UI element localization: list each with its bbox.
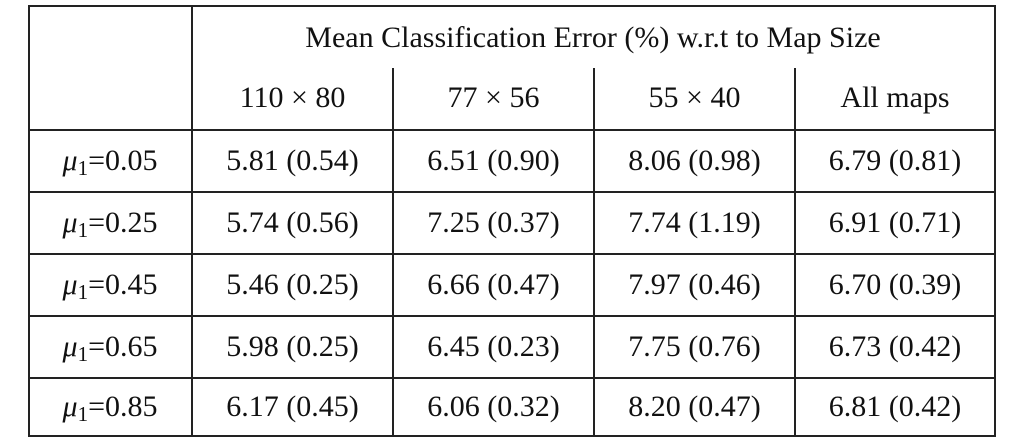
row-label: μ1=0.65 (62, 330, 158, 366)
table-cell: 8.20 (0.47) (628, 390, 760, 423)
row-label: μ1=0.85 (62, 390, 158, 426)
row-label: μ1=0.25 (62, 206, 158, 242)
table-cell: 6.45 (0.23) (427, 330, 559, 363)
table-cell: 6.70 (0.39) (829, 268, 961, 301)
row-symbol: μ (62, 206, 78, 239)
column-header: 110 × 80 (240, 81, 346, 114)
column-header: 77 × 56 (448, 81, 540, 114)
table-cell: 6.79 (0.81) (829, 144, 961, 177)
row-symbol: μ (62, 144, 78, 177)
table-cell: 5.74 (0.56) (226, 206, 358, 239)
row-param: =0.25 (88, 206, 157, 239)
row-param: =0.05 (88, 144, 157, 177)
table-cell: 7.74 (1.19) (628, 206, 760, 239)
row-symbol: μ (62, 268, 78, 301)
row-param: =0.65 (88, 330, 157, 363)
table-cell: 8.06 (0.98) (628, 144, 760, 177)
row-param: =0.85 (88, 390, 157, 423)
table-cell: 7.97 (0.46) (628, 268, 760, 301)
table-cell: 6.51 (0.90) (427, 144, 559, 177)
row-subscript: 1 (78, 280, 89, 304)
row-symbol: μ (62, 390, 78, 423)
table-cell: 6.91 (0.71) (829, 206, 961, 239)
table-cell: 7.75 (0.76) (628, 330, 760, 363)
table-cell: 6.66 (0.47) (427, 268, 559, 301)
table-title: Mean Classification Error (%) w.r.t to M… (305, 21, 880, 54)
table-cell: 5.98 (0.25) (226, 330, 358, 363)
row-subscript: 1 (78, 156, 89, 180)
table-cell: 6.17 (0.45) (226, 390, 358, 423)
row-label: μ1=0.05 (62, 144, 158, 180)
row-label: μ1=0.45 (62, 268, 158, 304)
row-param: =0.45 (88, 268, 157, 301)
table-cell: 5.81 (0.54) (226, 144, 358, 177)
table-cell: 6.81 (0.42) (829, 390, 961, 423)
table-cell: 6.73 (0.42) (829, 330, 961, 363)
table-cell: 7.25 (0.37) (427, 206, 559, 239)
row-subscript: 1 (78, 218, 89, 242)
table-cell: 6.06 (0.32) (427, 390, 559, 423)
column-header: 55 × 40 (649, 81, 741, 114)
column-header: All maps (840, 81, 949, 114)
row-subscript: 1 (78, 342, 89, 366)
row-symbol: μ (62, 330, 78, 363)
row-subscript: 1 (78, 402, 89, 426)
table-border (28, 5, 996, 437)
table-cell: 5.46 (0.25) (226, 268, 358, 301)
